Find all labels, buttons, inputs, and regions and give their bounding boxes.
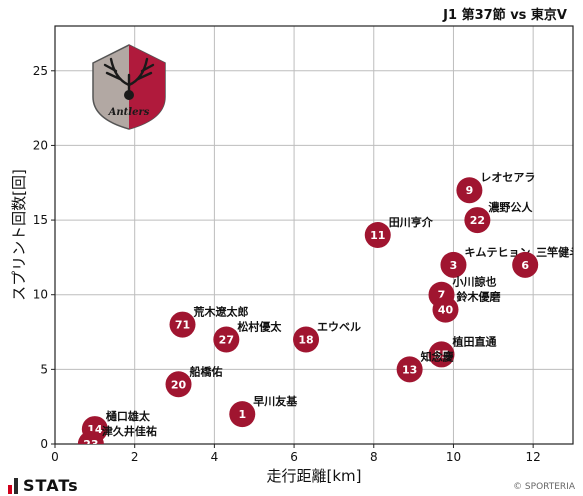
point-number: 9 <box>466 184 474 197</box>
x-tick-label: 2 <box>131 450 139 464</box>
x-axis-label: 走行距離[km] <box>266 467 361 485</box>
data-point: 18 エウベル <box>293 321 361 353</box>
point-player-name: 樋口雄太 <box>106 409 151 423</box>
point-player-name: 船橋佑 <box>190 364 223 378</box>
point-player-name: エウベル <box>317 321 361 334</box>
crest-head <box>124 90 134 100</box>
point-marker <box>364 222 391 248</box>
point-marker <box>165 371 192 398</box>
team-logo: Antlers <box>92 44 166 130</box>
point-marker <box>512 251 539 278</box>
data-point: 11 田川亨介 <box>364 215 434 248</box>
y-tick-label: 5 <box>40 362 48 376</box>
data-point: 23 津久井佳祐 <box>77 424 157 451</box>
point-marker <box>77 431 104 444</box>
copyright-text: © SPORTERIA <box>513 482 575 492</box>
point-marker <box>456 177 483 204</box>
x-tick-label: 10 <box>446 450 461 464</box>
data-point: 7 小川諒也 <box>428 275 497 308</box>
point-player-name: 津久井佳祐 <box>102 424 157 438</box>
point-player-name: 松村優太 <box>237 320 282 334</box>
point-marker <box>464 207 491 234</box>
data-point: 6 三竿健斗 <box>512 245 580 278</box>
antler-icon <box>103 57 155 99</box>
point-marker <box>293 326 320 353</box>
y-tick-label: 20 <box>33 138 48 152</box>
point-player-name: 三竿健斗 <box>536 245 580 259</box>
data-point: 9 レオセアラ <box>456 171 535 204</box>
brand-text: STATs <box>23 476 79 495</box>
point-player-name: レオセアラ <box>480 171 535 184</box>
point-number: 71 <box>175 319 190 332</box>
point-number: 40 <box>438 304 454 317</box>
x-tick-label: 0 <box>51 450 59 464</box>
point-player-name: 濃野公人 <box>488 200 533 214</box>
point-number: 18 <box>298 334 313 347</box>
point-marker <box>428 341 455 368</box>
crest-text: Antlers <box>108 107 150 118</box>
point-number: 20 <box>171 378 187 391</box>
crest-shield-red <box>129 45 165 129</box>
y-tick-label: 15 <box>33 213 48 227</box>
point-player-name: 荒木遼太郎 <box>193 305 249 319</box>
point-marker <box>440 251 467 278</box>
point-player-name: 鈴木優磨 <box>456 290 501 304</box>
point-number: 11 <box>370 229 385 242</box>
point-player-name: キムテヒョン <box>464 246 530 259</box>
page-title: J1 第37節 vs 東京V <box>443 8 567 23</box>
data-point: 1 早川友基 <box>229 394 298 428</box>
point-marker <box>213 326 240 353</box>
y-axis-label: スプリント回数[回] <box>10 169 28 301</box>
x-tick-label: 12 <box>526 450 541 464</box>
point-player-name: 小川諒也 <box>452 275 497 289</box>
point-number: 23 <box>83 438 98 451</box>
point-number: 27 <box>219 334 234 347</box>
point-number: 3 <box>450 259 458 272</box>
point-marker <box>169 311 196 338</box>
x-tick-label: 8 <box>370 450 378 464</box>
point-number: 1 <box>238 408 246 421</box>
point-marker <box>229 401 256 428</box>
y-tick-label: 10 <box>33 288 48 302</box>
data-points: 9レオセアラ22濃野公人11田川亨介3キムテヒョン6三竿健斗7小川諒也40鈴木優… <box>77 171 580 451</box>
point-player-name: 早川友基 <box>253 394 298 408</box>
point-number: 22 <box>470 214 485 227</box>
point-number: 55 <box>434 348 449 361</box>
data-point: 3 キムテヒョン <box>440 246 530 278</box>
point-player-name: 植田直通 <box>452 334 497 348</box>
point-marker <box>396 356 423 383</box>
point-number: 6 <box>521 259 529 272</box>
x-tick-label: 4 <box>211 450 219 464</box>
point-player-name: 田川亨介 <box>389 215 434 229</box>
y-tick-label: 25 <box>33 64 48 78</box>
plot-frame <box>54 25 574 445</box>
x-tick-label: 6 <box>290 450 298 464</box>
stats-bars-icon <box>8 477 18 494</box>
point-player-name: 知念慶 <box>420 349 454 363</box>
y-tick-label: 0 <box>40 437 48 451</box>
point-marker <box>432 296 459 323</box>
point-number: 13 <box>402 363 417 376</box>
brand-logo: STATs <box>8 476 79 495</box>
point-number: 7 <box>438 289 446 302</box>
